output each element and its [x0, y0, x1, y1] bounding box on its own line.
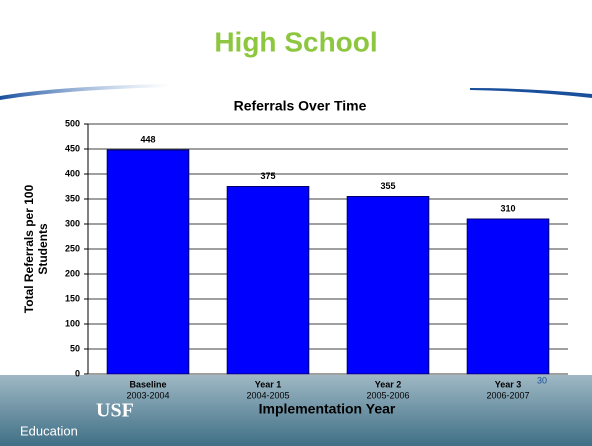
y-tick-label: 50 — [70, 343, 80, 353]
logo-text: USF — [96, 400, 134, 422]
y-tick-label: 200 — [65, 268, 80, 278]
chart-title: Referrals Over Time — [234, 98, 367, 114]
y-tick-label: 450 — [65, 143, 80, 153]
bar — [107, 150, 189, 374]
logo-text: Education — [20, 423, 78, 438]
y-tick-label: 350 — [65, 193, 80, 203]
data-label: 448 — [140, 134, 155, 144]
page-number: 30 — [537, 375, 547, 385]
y-tick-label: 400 — [65, 168, 80, 178]
data-label: 375 — [260, 171, 275, 181]
y-tick-label: 150 — [65, 293, 80, 303]
y-tick-label: 0 — [75, 368, 80, 378]
data-label: 355 — [380, 181, 395, 191]
slide-title: High School — [214, 26, 377, 57]
x-tick-sublabel: 2003-2004 — [126, 390, 169, 400]
x-tick-label: Year 3 — [495, 379, 522, 389]
bar — [467, 219, 549, 374]
x-tick-sublabel: 2006-2007 — [486, 390, 529, 400]
x-tick-label: Year 2 — [375, 379, 402, 389]
bar — [347, 197, 429, 375]
y-axis-label: Students — [36, 223, 50, 275]
x-tick-sublabel: 2004-2005 — [246, 390, 289, 400]
y-tick-label: 100 — [65, 318, 80, 328]
bar — [227, 187, 309, 375]
x-tick-label: Baseline — [129, 379, 166, 389]
y-axis-label: Total Referrals per 100 — [22, 184, 36, 313]
y-tick-label: 300 — [65, 218, 80, 228]
x-axis-label: Implementation Year — [259, 401, 396, 417]
slide: High School Education USF 30 Referrals O… — [0, 0, 592, 446]
x-tick-label: Year 1 — [255, 379, 282, 389]
y-tick-label: 250 — [65, 243, 80, 253]
data-label: 310 — [500, 203, 515, 213]
y-tick-label: 500 — [65, 118, 80, 128]
x-tick-sublabel: 2005-2006 — [366, 390, 409, 400]
